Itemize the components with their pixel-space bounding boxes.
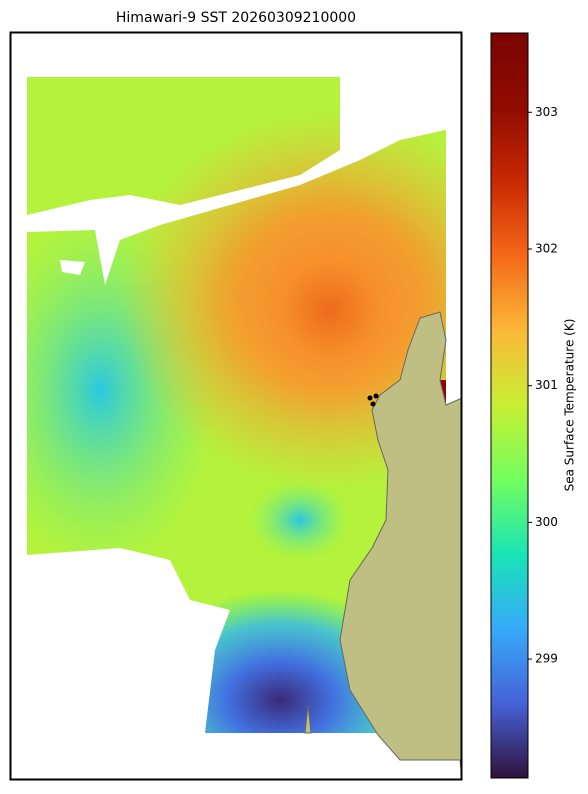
islets (367, 393, 379, 407)
colorbar-tick-label: 302 (535, 241, 558, 255)
colorbar-tick-label: 299 (535, 652, 558, 666)
island (304, 704, 312, 734)
colorbar-tick-label: 303 (535, 105, 558, 119)
colorbar-tick-label: 301 (535, 378, 558, 392)
colorbar-label: Sea Surface Temperature (K) (563, 319, 577, 492)
colorbar (490, 32, 529, 779)
land (339, 311, 463, 781)
chart-title: Himawari-9 SST 20260309210000 (116, 10, 356, 26)
map-frame (9, 31, 463, 781)
colorbar-tick-label: 300 (535, 515, 558, 529)
